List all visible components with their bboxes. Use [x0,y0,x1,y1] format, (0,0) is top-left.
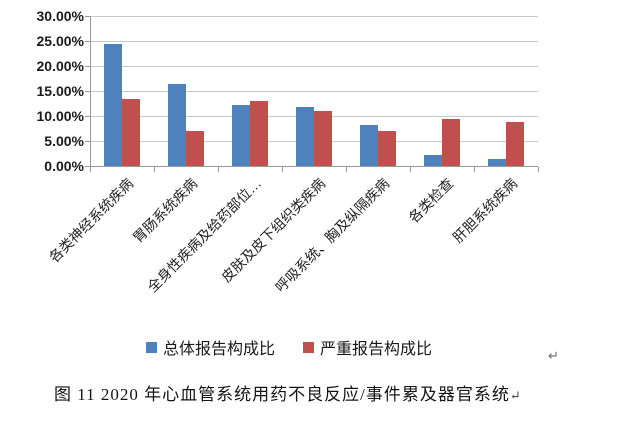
x-axis-tick [154,167,155,172]
y-axis-line [90,16,91,166]
y-axis-label: 10.00% [36,108,84,124]
figure-caption-text: 图 11 2020 年心血管系统用药不良反应/事件累及器官系统 [54,385,510,404]
paragraph-mark: ↵ [548,348,559,363]
overall-report-bar [360,125,378,166]
legend-label-overall-report: 总体报告构成比 [162,341,275,358]
legend-swatch-serious-report [303,341,314,353]
overall-report-bar [232,105,250,166]
x-axis-label: 全身性疾病及给药部位… [144,175,265,296]
x-axis-label: 肝胆系统疾病 [449,175,521,246]
y-axis-label: 0.00% [44,158,84,174]
overall-report-bar [424,154,442,166]
y-axis-tick [85,141,90,142]
x-axis-tick [218,167,219,172]
legend-item-overall-report: 总体报告构成比 [145,335,275,359]
x-axis-label: 各类神经系统疾病 [45,175,137,266]
x-axis-tick [346,167,347,172]
y-axis-tick [85,16,90,17]
chart-legend: 总体报告构成比 严重报告构成比 [0,335,602,359]
y-axis-label: 25.00% [36,33,84,49]
x-axis-tick [474,167,475,172]
gridline [90,66,538,67]
overall-report-bar [296,106,314,166]
serious-report-bar [250,100,268,166]
y-axis-label: 15.00% [36,83,84,99]
serious-report-bar [122,98,140,166]
legend-item-serious-report: 严重报告构成比 [303,335,432,359]
gridline [90,41,538,42]
y-axis-tick [85,91,90,92]
y-axis-tick [85,41,90,42]
x-axis-tick [538,167,539,172]
x-axis-label: 呼吸系统、胸及纵隔疾病 [272,175,393,296]
x-axis-label: 胃肠系统疾病 [129,175,201,246]
y-axis-label: 30.00% [36,8,84,24]
x-axis-tick [282,167,283,172]
y-axis-label: 5.00% [44,133,84,149]
overall-report-bar [104,43,122,166]
serious-report-bar [314,110,332,166]
x-axis-line [90,166,538,167]
y-axis-tick [85,116,90,117]
y-axis-tick [85,166,90,167]
gridline [90,91,538,92]
y-axis-tick [85,66,90,67]
overall-report-bar [488,158,506,166]
serious-report-bar [186,130,204,166]
serious-report-bar [378,131,396,166]
caption-paragraph-mark: ↵ [509,388,521,403]
legend-swatch-overall-report [145,341,157,353]
x-axis-tick [410,167,411,172]
y-axis-label: 20.00% [36,58,84,74]
serious-report-bar [442,119,460,166]
figure-caption: 图 11 2020 年心血管系统用药不良反应/事件累及器官系统↵ [54,380,614,405]
x-axis-label: 各类检查 [405,175,457,226]
overall-report-bar [168,83,186,166]
legend-label-serious-report: 严重报告构成比 [320,341,433,358]
x-axis-tick [90,167,91,172]
serious-report-bar [506,121,524,166]
gridline [90,16,538,17]
